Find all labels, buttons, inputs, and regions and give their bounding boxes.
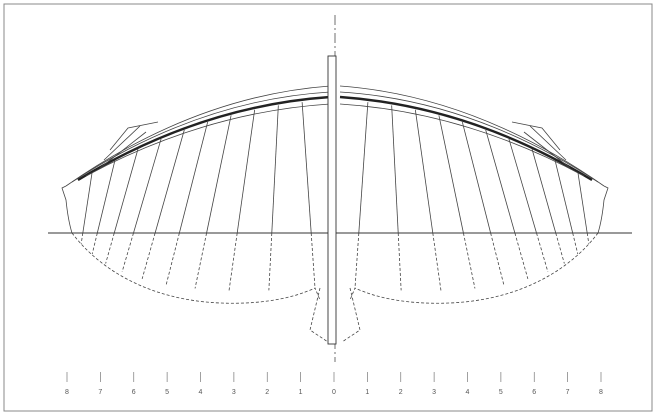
station-label: 1 [365, 389, 369, 396]
station-label: 2 [265, 389, 269, 396]
station-label: 3 [432, 389, 436, 396]
station-label: 8 [65, 389, 69, 396]
station-label: 7 [566, 389, 570, 396]
station-label: 4 [199, 389, 203, 396]
page: {"stations": ["8", "7", "6", "5", "4", "… [0, 0, 657, 416]
station-label: 4 [466, 389, 470, 396]
station-label: 6 [132, 389, 136, 396]
station-label: 3 [232, 389, 236, 396]
station-label: 7 [98, 389, 102, 396]
station-label: 2 [399, 389, 403, 396]
station-label: 5 [165, 389, 169, 396]
station-label: 1 [299, 389, 303, 396]
body-plan-drawing: 8 7 6 5 4 3 2 1 0 1 2 3 4 5 6 7 8 [0, 0, 657, 416]
station-label: 6 [532, 389, 536, 396]
station-label: 8 [599, 389, 603, 396]
stem-post [328, 56, 336, 344]
station-label: 0 [332, 389, 336, 396]
station-label: 5 [499, 389, 503, 396]
